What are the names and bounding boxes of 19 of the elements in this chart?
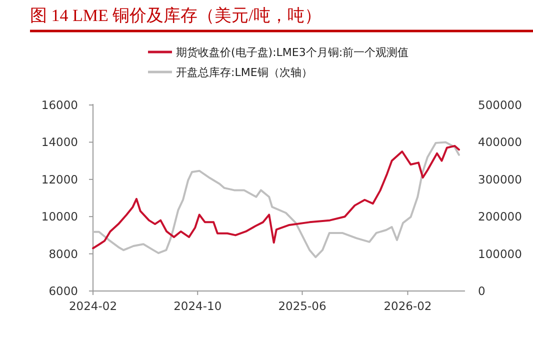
y-tick-label: 14000 — [41, 135, 78, 150]
y2-tick-label: 500000 — [478, 98, 522, 112]
y-tick-label: 10000 — [41, 210, 78, 224]
x-tick-label: 2024-10 — [174, 299, 222, 313]
x-tick-label: 2024-02 — [68, 299, 118, 313]
y-tick-label: 12000 — [41, 172, 78, 186]
y2-tick-label: 400000 — [478, 135, 522, 150]
y-tick-label: 8000 — [48, 246, 78, 261]
y-tick-label: 6000 — [48, 284, 78, 298]
y2-tick-label: 200000 — [478, 210, 522, 224]
y-tick-label: 16000 — [41, 98, 78, 112]
y2-tick-label: 300000 — [478, 172, 522, 186]
y2-tick-label: 100000 — [478, 246, 522, 261]
legend-label: 开盘总库存:LME铜（次轴） — [176, 66, 312, 79]
legend-label: 期货收盘价(电子盘):LME3个月铜:前一个观测值 — [176, 46, 409, 59]
x-tick-label: 2025-06 — [278, 299, 326, 313]
x-tick-label: 2026-02 — [384, 299, 432, 313]
y2-tick-label: 0 — [478, 284, 486, 298]
chart-title: 图 14 LME 铜价及库存（美元/吨，吨） — [30, 6, 322, 25]
